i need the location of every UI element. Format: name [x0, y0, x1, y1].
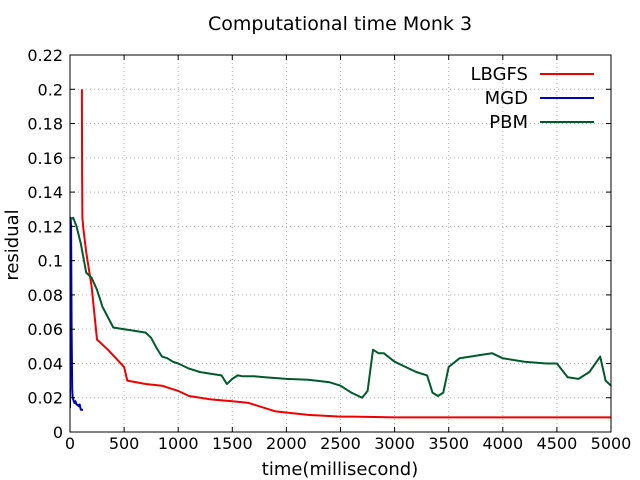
legend-label-pbm: PBM: [489, 112, 528, 133]
legend-label-mgd: MGD: [485, 88, 528, 109]
x-tick-label: 5000: [591, 434, 632, 453]
series-line-pbm: [70, 216, 611, 399]
legend: LBGFS MGD PBM: [471, 64, 594, 133]
x-tick-label: 500: [109, 434, 140, 453]
legend-label-lbgfs: LBGFS: [471, 64, 528, 85]
tick-label-layer: 0 500 1000 1500 2000 2500 3000 3500 4000 4500 5000…: [27, 46, 631, 453]
y-tick-label: 0.04: [27, 354, 63, 373]
tick-layer: [69, 54, 612, 433]
x-tick-label: 0: [65, 434, 75, 453]
x-tick-label: 1000: [158, 434, 199, 453]
chart-title: Computational time Monk 3: [208, 13, 472, 35]
x-tick-label: 4500: [537, 434, 578, 453]
y-tick-label: 0.08: [27, 286, 63, 305]
y-tick-label: 0.2: [38, 80, 63, 99]
x-tick-label: 3000: [374, 434, 415, 453]
x-tick-label: 1500: [212, 434, 253, 453]
y-tick-label: 0.22: [27, 46, 63, 65]
y-tick-label: 0.16: [27, 149, 63, 168]
y-tick-label: 0: [53, 423, 63, 442]
x-tick-label: 4000: [482, 434, 523, 453]
x-axis-label: time(millisecond): [262, 459, 418, 480]
y-tick-label: 0.1: [38, 252, 63, 271]
x-tick-label: 2500: [320, 434, 361, 453]
y-tick-label: 0.18: [27, 115, 63, 134]
y-tick-label: 0.14: [27, 183, 63, 202]
y-tick-label: 0.12: [27, 217, 63, 236]
y-axis-label: residual: [2, 209, 23, 280]
y-tick-label: 0.02: [27, 389, 63, 408]
y-tick-label: 0.06: [27, 320, 63, 339]
x-tick-label: 2000: [266, 434, 307, 453]
grid-layer: [70, 55, 611, 432]
x-tick-label: 3500: [428, 434, 469, 453]
series-line-lbgfs: [80, 89, 611, 419]
